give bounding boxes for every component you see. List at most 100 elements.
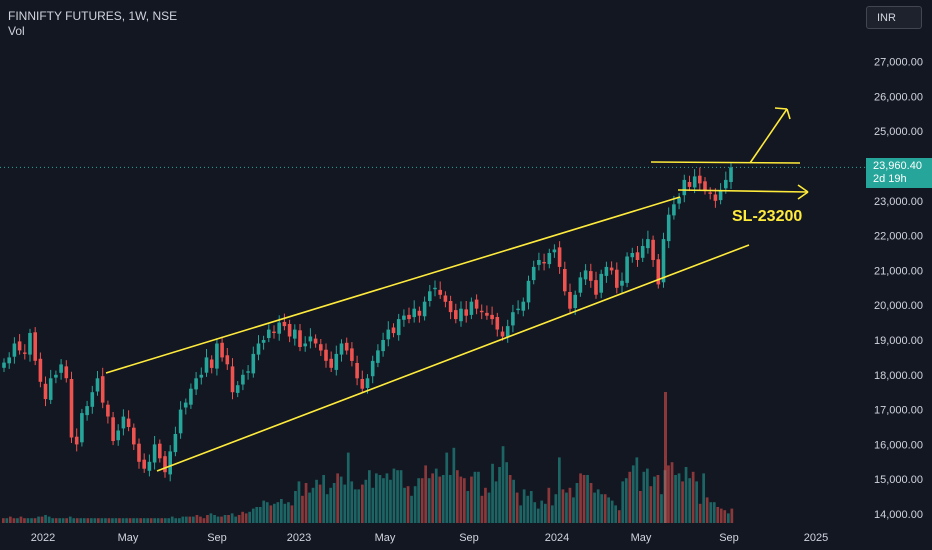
volume-bar (368, 470, 371, 523)
support-line (677, 189, 809, 193)
volume-bar (378, 475, 382, 523)
x-tick-label: May (118, 532, 139, 544)
candle-body (293, 329, 297, 339)
volume-bar (156, 518, 160, 523)
volume-bar (494, 481, 498, 523)
volume-bar (160, 518, 164, 523)
candle-body (724, 179, 728, 189)
volume-bar (244, 513, 248, 523)
candle-body (17, 341, 22, 351)
volume-bar (170, 516, 174, 523)
candle-body (350, 348, 354, 361)
breakout-arrow-head (774, 107, 788, 110)
volume-bar (727, 513, 730, 523)
candle-body (183, 402, 188, 408)
resistance-line (650, 161, 801, 164)
volume-bar (670, 462, 674, 523)
volume-bar (276, 502, 280, 523)
candle-body (95, 378, 100, 392)
candle-body (505, 326, 510, 338)
candle-body (360, 379, 365, 389)
currency-button[interactable]: INR (866, 6, 922, 29)
volume-bar (667, 465, 670, 523)
volume-bar (301, 495, 304, 523)
last-price-value: 23,960.40 (873, 160, 922, 172)
volume-bar (382, 478, 385, 523)
candle-body (178, 409, 183, 434)
volume-bar (512, 479, 515, 523)
volume-bar (519, 505, 522, 523)
volume-bar (434, 468, 438, 523)
candle-body (313, 338, 318, 344)
candle-body (168, 451, 172, 475)
volume-bar (258, 507, 262, 523)
candle-body (116, 430, 120, 441)
volume-bar (202, 518, 206, 523)
volume-bar (459, 476, 463, 523)
volume-bar (16, 518, 19, 523)
time-axis[interactable]: 2022 May Sep 2023 May Sep 2024 May Sep 2025 (31, 532, 828, 544)
candle-body (620, 280, 624, 286)
volume-bar (431, 473, 434, 523)
price-axis[interactable]: 27,000.00 26,000.00 25,000.00 23,000.00 22,0… (874, 57, 923, 521)
volume-bar (684, 467, 688, 523)
candle-body (666, 214, 671, 242)
candle-body (106, 404, 110, 417)
candle-body (365, 378, 370, 388)
y-tick-label: 15,000.00 (874, 474, 923, 486)
volume-bar (698, 503, 702, 523)
y-tick-label: 21,000.00 (874, 265, 923, 277)
volume-label[interactable]: Vol (8, 24, 25, 38)
volume-bar (723, 510, 727, 523)
candle-body (132, 427, 136, 445)
candle-body (381, 340, 385, 352)
volume-bar (12, 518, 16, 523)
volume-bar (86, 518, 90, 523)
volume-bar (600, 494, 603, 523)
candle-body (111, 417, 115, 441)
candle-body (267, 329, 271, 338)
candle-body (163, 456, 167, 473)
volume-bar (44, 515, 47, 523)
volume-bar (540, 500, 544, 523)
volume-bar (656, 475, 660, 523)
volume-bar (209, 513, 213, 523)
volume-bar (104, 518, 107, 523)
volume-bar (68, 516, 72, 523)
volume-bar (149, 518, 153, 523)
candle-body (303, 343, 307, 347)
volume-bar (617, 510, 621, 523)
candle-body (433, 287, 437, 290)
volume-bar (26, 518, 30, 523)
volume-bar (262, 500, 266, 523)
candle-body (251, 353, 256, 374)
symbol-title[interactable]: FINNIFTY FUTURES, 1W, NSE (8, 9, 178, 23)
x-tick-label: Sep (719, 532, 739, 544)
candle-body (194, 378, 198, 390)
volume-bar (54, 518, 58, 523)
candle-body (204, 357, 209, 373)
candle-body (511, 312, 515, 326)
candle-body (718, 190, 723, 201)
volume-bar (515, 492, 519, 523)
volume-bar (265, 502, 269, 523)
volume-bar (484, 487, 487, 523)
candle-body (272, 331, 276, 333)
x-tick-label: 2023 (287, 532, 311, 544)
candle-body (557, 247, 562, 267)
volume-bar (396, 470, 399, 523)
volume-bar (332, 483, 336, 523)
volume-bar (392, 468, 396, 523)
volume-bar (107, 518, 111, 523)
volume-bar (30, 518, 33, 523)
candle-body (396, 319, 401, 336)
candle-body (199, 374, 204, 378)
volume-bar (649, 486, 653, 523)
volume-bar (82, 518, 86, 523)
candle-body (12, 343, 17, 357)
candle-body (552, 249, 557, 253)
volume-bar (195, 515, 199, 523)
volume-bar (572, 497, 575, 523)
candle-body (54, 374, 58, 378)
